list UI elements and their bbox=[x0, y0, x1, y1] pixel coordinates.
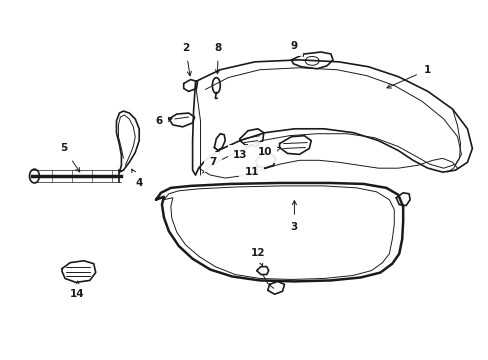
Text: 7: 7 bbox=[209, 149, 219, 167]
Text: 1: 1 bbox=[386, 65, 430, 88]
Text: 9: 9 bbox=[290, 41, 303, 56]
Text: 10: 10 bbox=[257, 147, 280, 157]
Text: 5: 5 bbox=[61, 144, 80, 172]
Text: 8: 8 bbox=[214, 43, 222, 74]
Text: 11: 11 bbox=[244, 165, 259, 177]
Text: 12: 12 bbox=[250, 248, 264, 266]
Text: 2: 2 bbox=[182, 43, 191, 76]
Text: 3: 3 bbox=[290, 201, 298, 232]
Text: 14: 14 bbox=[69, 281, 84, 299]
Text: 4: 4 bbox=[132, 169, 142, 188]
Text: 6: 6 bbox=[155, 116, 172, 126]
Text: 13: 13 bbox=[232, 144, 247, 161]
